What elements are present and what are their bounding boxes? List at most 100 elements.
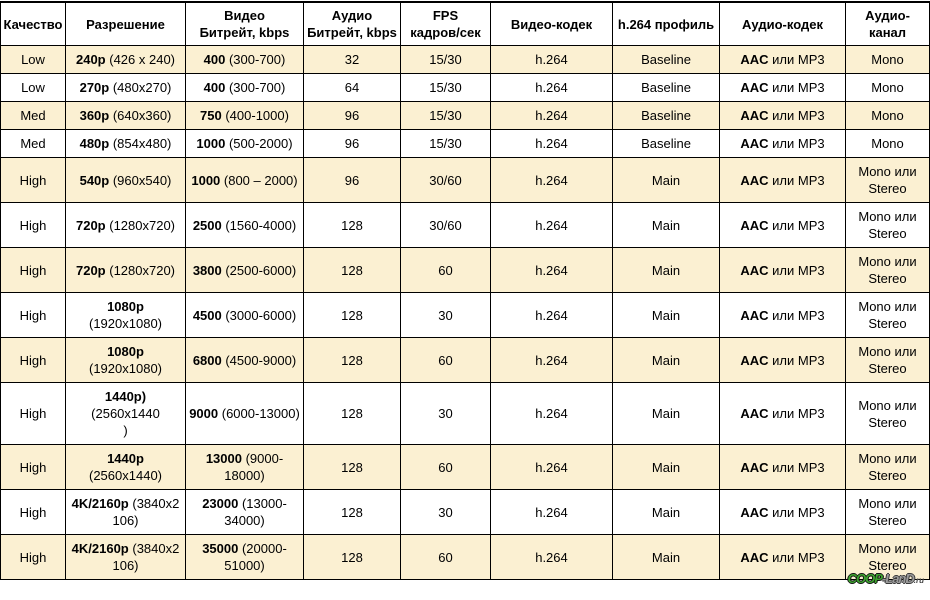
cell-audio-bitrate: 128: [303, 382, 401, 445]
cell-audio-codec: AAC или MP3: [719, 45, 846, 74]
cell-video-bitrate: 1000 (500-2000): [185, 129, 304, 158]
cell-audio-channel: Mono: [845, 129, 930, 158]
cell-audio-codec-bold: AAC: [740, 459, 769, 475]
cell-quality: Med: [0, 129, 66, 158]
cell-audio-channel: Mono или Stereo: [845, 489, 930, 535]
table-row: Low 270p (480x270) 400 (300-700) 64 15/30 h.2…: [0, 73, 930, 102]
cell-audio-codec-bold: AAC: [740, 217, 769, 233]
cell-resolution: 1440p (2560x1440): [65, 444, 186, 490]
cell-video-codec: h.264: [490, 337, 613, 383]
cell-video-bitrate-rest: (500-2000): [225, 136, 293, 151]
logo-text-coop: COOP: [847, 571, 883, 586]
cell-audio-codec: AAC или MP3: [719, 444, 846, 490]
cell-fps: 60: [400, 337, 491, 383]
cell-audio-codec-bold: AAC: [740, 172, 769, 188]
cell-resolution-rest: (1280x720): [105, 262, 176, 278]
cell-video-codec: h.264: [490, 292, 613, 338]
cell-quality: Low: [0, 73, 66, 102]
cell-video-bitrate-bold: 9000: [189, 406, 219, 421]
table-row: High 1080p (1920x1080) 6800 (4500-9000) 128…: [0, 337, 930, 383]
cell-quality: High: [0, 489, 66, 535]
cell-audio-codec-bold: AAC: [740, 504, 769, 520]
cell-video-codec: h.264: [490, 247, 613, 293]
cell-video-bitrate: 400 (300-700): [185, 73, 304, 102]
cell-video-codec: h.264: [490, 45, 613, 74]
cell-resolution-rest: (1280x720): [105, 217, 176, 233]
cell-audio-codec-bold: AAC: [740, 136, 769, 151]
cell-quality: Med: [0, 101, 66, 130]
cell-video-bitrate-rest: (800 – 2000): [220, 172, 298, 188]
cell-audio-codec-bold: AAC: [740, 80, 769, 95]
cell-video-bitrate: 750 (400-1000): [185, 101, 304, 130]
cell-resolution-bold: 720p: [75, 217, 106, 233]
col-header-audio-bitrate: Аудио Битрейт, kbps: [303, 1, 401, 46]
col-header-audio-channel: Аудио- канал: [845, 1, 930, 46]
cell-video-bitrate-rest: (13000- 34000): [224, 496, 287, 528]
cell-video-bitrate: 1000 (800 – 2000): [185, 157, 304, 203]
table-header-row: Качество Разрешение Видео Битрейт, kbps Ауд…: [0, 1, 930, 46]
cell-audio-codec-bold: AAC: [740, 406, 769, 421]
cell-audio-codec-bold: AAC: [740, 52, 769, 67]
cell-quality: High: [0, 202, 66, 248]
cell-video-bitrate-rest: (3000-6000): [221, 307, 297, 323]
cell-h264-profile: Main: [612, 157, 720, 203]
table-header: Качество Разрешение Видео Битрейт, kbps Ауд…: [0, 1, 930, 46]
cell-video-bitrate: 23000 (13000- 34000): [185, 489, 304, 535]
cell-fps: 30/60: [400, 202, 491, 248]
cell-resolution: 720p (1280x720): [65, 247, 186, 293]
cell-audio-bitrate: 96: [303, 101, 401, 130]
coopland-watermark-logo: COOP-LanD.ru: [848, 572, 924, 588]
cell-resolution: 360p (640x360): [65, 101, 186, 130]
col-header-fps: FPS кадров/сек: [400, 1, 491, 46]
cell-audio-codec-rest: или MP3: [768, 262, 825, 278]
cell-quality: High: [0, 444, 66, 490]
cell-audio-bitrate: 128: [303, 444, 401, 490]
cell-fps: 15/30: [400, 101, 491, 130]
cell-video-codec: h.264: [490, 129, 613, 158]
cell-h264-profile: Main: [612, 337, 720, 383]
table-body: Low 240p (426 x 240) 400 (300-700) 32 15/30 h…: [0, 45, 930, 580]
cell-h264-profile: Main: [612, 292, 720, 338]
cell-quality: High: [0, 337, 66, 383]
table-row: High 4K/2160p (3840x2 106) 35000 (20000- 5…: [0, 534, 930, 580]
table-row: Med 480p (854x480) 1000 (500-2000) 96 15/30 h…: [0, 129, 930, 158]
cell-resolution: 540p (960x540): [65, 157, 186, 203]
cell-video-bitrate-bold: 23000: [202, 496, 239, 511]
cell-h264-profile: Baseline: [612, 129, 720, 158]
cell-video-bitrate-rest: (1560-4000): [221, 217, 297, 233]
col-header-h264-profile: h.264 профиль: [612, 1, 720, 46]
cell-resolution: 4K/2160p (3840x2 106): [65, 534, 186, 580]
cell-quality: High: [0, 382, 66, 445]
cell-resolution-bold: 240p: [75, 52, 106, 67]
cell-audio-channel: Mono или Stereo: [845, 382, 930, 445]
table-row: Med 360p (640x360) 750 (400-1000) 96 15/30 h.…: [0, 101, 930, 130]
cell-audio-channel: Mono или Stereo: [845, 247, 930, 293]
cell-resolution-bold: 1080p: [107, 299, 144, 314]
cell-resolution-bold: 540p: [79, 172, 110, 188]
cell-video-bitrate-rest: (2500-6000): [221, 262, 297, 278]
cell-audio-bitrate: 128: [303, 489, 401, 535]
cell-audio-channel: Mono: [845, 73, 930, 102]
cell-resolution-rest: (2560x1440): [89, 468, 162, 483]
cell-audio-codec: AAC или MP3: [719, 337, 846, 383]
cell-resolution-rest: (3840x2 106): [112, 541, 180, 573]
cell-audio-channel: Mono или Stereo: [845, 157, 930, 203]
col-header-audio-codec: Аудио-кодек: [719, 1, 846, 46]
cell-audio-codec: AAC или MP3: [719, 534, 846, 580]
cell-audio-channel: Mono или Stereo: [845, 337, 930, 383]
cell-resolution-bold: 720p: [75, 262, 106, 278]
cell-video-codec: h.264: [490, 444, 613, 490]
cell-audio-codec: AAC или MP3: [719, 101, 846, 130]
cell-audio-bitrate: 32: [303, 45, 401, 74]
cell-resolution: 4K/2160p (3840x2 106): [65, 489, 186, 535]
cell-audio-channel: Mono или Stereo: [845, 534, 930, 580]
cell-audio-bitrate: 128: [303, 337, 401, 383]
cell-audio-codec: AAC или MP3: [719, 489, 846, 535]
cell-video-bitrate-bold: 6800: [192, 352, 222, 368]
cell-audio-codec: AAC или MP3: [719, 157, 846, 203]
table-row: High 4K/2160p (3840x2 106) 23000 (13000- 3…: [0, 489, 930, 535]
cell-resolution: 1080p (1920x1080): [65, 292, 186, 338]
table-row: Low 240p (426 x 240) 400 (300-700) 32 15/30 h…: [0, 45, 930, 74]
cell-audio-codec-rest: или MP3: [768, 172, 825, 188]
bitrate-table: Качество Разрешение Видео Битрейт, kbps Ауд…: [0, 1, 930, 580]
